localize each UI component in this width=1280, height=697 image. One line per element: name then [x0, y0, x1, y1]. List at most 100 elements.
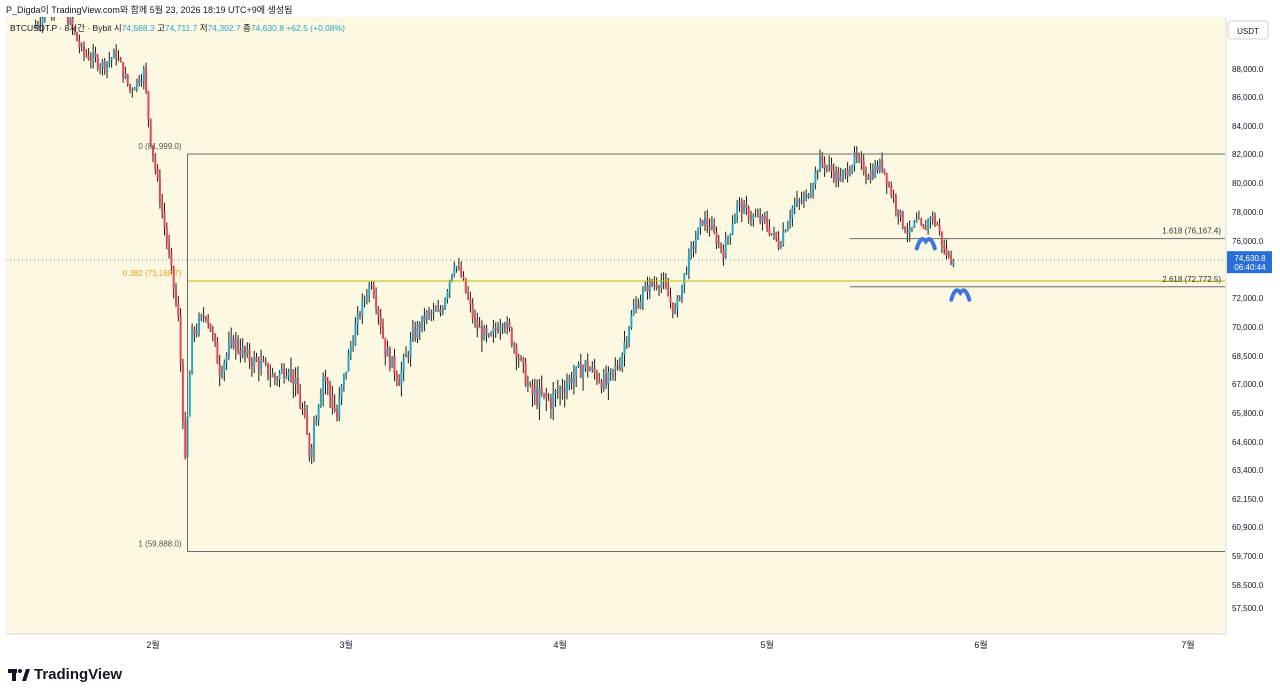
candle-body	[349, 346, 352, 354]
footer-brand: TradingView	[34, 666, 123, 683]
candle-body	[927, 219, 930, 231]
candle-body	[423, 315, 426, 321]
candle-body	[115, 51, 118, 60]
price-chart[interactable]: 0 (81,999.0) 0.382 (73,168.7) 1 (59,888.0)…	[6, 17, 1272, 655]
candle-body	[651, 281, 654, 286]
candle-body	[715, 232, 718, 245]
candle-body	[738, 202, 741, 204]
candle-body	[474, 318, 476, 321]
candle-body	[876, 165, 879, 171]
candle-body	[549, 398, 552, 409]
candle-body	[869, 171, 872, 180]
candle-body	[218, 363, 221, 376]
candle-body	[828, 164, 831, 166]
candle-body	[579, 363, 582, 378]
candle-body	[630, 314, 633, 328]
candle-body	[874, 165, 877, 178]
symbol-info-bar[interactable]: BTCUSDT.P · 8시간 · Bybit 시74,568.3 고74,71…	[10, 23, 345, 33]
candle-body	[280, 369, 283, 373]
candle-body	[855, 152, 858, 158]
candle-body	[287, 372, 290, 376]
candle-body	[430, 312, 433, 314]
candle-body	[168, 243, 171, 254]
candle-body	[347, 353, 350, 372]
candle-body	[267, 363, 269, 377]
candle-body	[209, 323, 212, 332]
candle-body	[301, 408, 304, 411]
candle-body	[704, 218, 706, 225]
candle-body	[73, 27, 76, 33]
time-axis-label: 3월	[340, 639, 353, 650]
candle-body	[793, 204, 796, 208]
candle-body	[292, 369, 295, 385]
chart-frame[interactable]: 0 (81,999.0) 0.382 (73,168.7) 1 (59,888.0)…	[6, 17, 1272, 655]
candle-body	[839, 176, 842, 181]
candle-body	[885, 172, 888, 185]
candle-body	[754, 215, 757, 217]
candle-body	[501, 324, 504, 327]
time-axis-background	[6, 634, 1226, 655]
candle-body	[94, 52, 97, 58]
symbol-bar-open: 74,568.3	[122, 23, 157, 33]
candle-body	[602, 374, 605, 389]
price-axis-label: 58,500.0	[1232, 581, 1264, 590]
candle-body	[34, 25, 37, 28]
candle-body	[600, 381, 603, 389]
candle-body	[906, 231, 909, 234]
candle-body	[648, 281, 651, 292]
candle-body	[625, 341, 628, 343]
candle-body	[768, 227, 771, 235]
candle-body	[540, 387, 543, 394]
candle-body	[170, 253, 173, 267]
candle-body	[126, 74, 129, 85]
candle-body	[340, 385, 343, 399]
candle-body	[377, 308, 380, 316]
candle-body	[614, 366, 617, 370]
symbol-bar-open-label: 시	[114, 23, 122, 33]
candle-body	[221, 372, 223, 376]
candle-body	[386, 348, 389, 357]
candle-body	[901, 211, 904, 228]
symbol-bar-close: 74,630.8	[251, 23, 286, 33]
candle-body	[216, 341, 219, 364]
candle-body	[248, 349, 251, 362]
candle-body	[743, 204, 746, 214]
candle-body	[733, 215, 736, 225]
candle-body	[837, 171, 840, 181]
currency-label: USDT	[1237, 27, 1259, 36]
candle-body	[140, 81, 143, 83]
candle-body	[759, 215, 762, 222]
candle-body	[825, 165, 828, 169]
candle-body	[917, 218, 920, 220]
candle-body	[290, 369, 292, 373]
candle-body	[175, 289, 177, 304]
candle-body	[283, 369, 286, 379]
candle-body	[296, 377, 299, 394]
candle-body	[671, 302, 674, 313]
candle-body	[632, 307, 635, 315]
candle-body	[920, 219, 923, 225]
currency-box[interactable]	[1227, 20, 1269, 40]
candle-body	[710, 225, 713, 230]
candle-body	[359, 313, 361, 317]
price-axis-label: 88,000.0	[1232, 65, 1264, 74]
candle-body	[892, 195, 895, 197]
candle-body	[589, 369, 591, 371]
candle-body	[108, 60, 111, 63]
candle-body	[356, 313, 359, 325]
fib-label: 1 (59,888.0)	[138, 539, 181, 548]
candle-body	[462, 276, 465, 279]
candle-body	[451, 274, 453, 281]
symbol-bar-symbol: BTCUSDT.P · 8시간 · Bybit	[10, 23, 114, 33]
candle-body	[899, 211, 902, 217]
candle-body	[929, 217, 932, 220]
candle-body	[294, 377, 297, 385]
candle-body	[211, 331, 214, 335]
time-axis-label: 2월	[146, 639, 159, 650]
price-axis-label: 76,000.0	[1232, 237, 1264, 246]
candle-body	[862, 160, 865, 174]
candle-body	[513, 345, 516, 347]
candle-body	[85, 53, 88, 56]
candle-body	[264, 361, 267, 364]
candle-body	[372, 285, 375, 297]
